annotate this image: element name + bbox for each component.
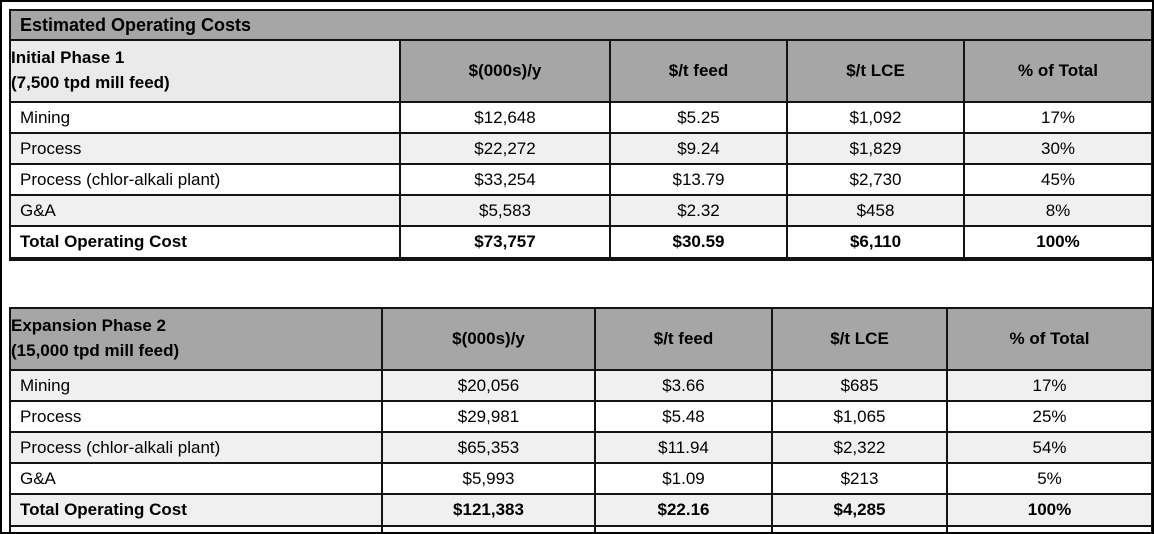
value-cell: $22.16	[596, 495, 773, 525]
row-label: G&A	[11, 196, 401, 225]
value-cell: $1.09	[596, 464, 773, 493]
value-cell: $3.66	[596, 371, 773, 400]
value-cell: $5,993	[383, 464, 596, 493]
phase2-feed-rate: (15,000 tpd mill feed)	[11, 341, 180, 360]
row-label: Total Operating Cost	[11, 227, 401, 257]
phase1-name: Initial Phase 1	[11, 48, 125, 68]
value-cell: $1,065	[773, 402, 948, 431]
stub-cell	[11, 527, 383, 532]
value-cell: $9.24	[611, 134, 788, 163]
table-row-process-chlor-alkali: Process (chlor-alkali plant) $65,353 $11…	[11, 433, 1151, 464]
value-cell: $685	[773, 371, 948, 400]
row-label: Process (chlor-alkali plant)	[11, 433, 383, 462]
value-cell: $1,829	[788, 134, 965, 163]
value-cell: 54%	[1032, 437, 1067, 457]
value-cell: 45%	[1040, 169, 1076, 189]
table-title: Estimated Operating Costs	[11, 11, 1151, 41]
column-header-per-t-lce: $/t LCE	[773, 309, 948, 369]
row-label: Mining	[11, 371, 383, 400]
column-header-per-t-lce: $/t LCE	[788, 41, 965, 101]
operating-costs-table-phase1: Estimated Operating Costs Initial Phase …	[9, 9, 1152, 261]
value-cell: $20,056	[383, 371, 596, 400]
table-row-process-chlor-alkali: Process (chlor-alkali plant) $33,254 $13…	[11, 165, 1151, 196]
table-row-mining: Mining $12,648 $5.25 $1,092 17%	[11, 103, 1151, 134]
phase1-header-cell: Initial Phase 1 (7,500 tpd mill feed)	[11, 41, 401, 101]
header-row-phase2: Expansion Phase 2 (15,000 tpd mill feed)…	[11, 309, 1151, 371]
table-row-total-operating-cost: Total Operating Cost $73,757 $30.59 $6,1…	[11, 227, 1151, 259]
stub-cell	[773, 527, 948, 532]
value-cell: $65,353	[383, 433, 596, 462]
value-cell: $458	[788, 196, 965, 225]
row-label: Process	[11, 402, 383, 431]
table-row-mining: Mining $20,056 $3.66 $685 17%	[11, 371, 1151, 402]
phase2-header-cell: Expansion Phase 2 (15,000 tpd mill feed)	[11, 309, 383, 369]
column-header-per-t-feed: $/t feed	[611, 41, 788, 101]
value-cell: 5%	[1037, 468, 1062, 488]
value-cell: $6,110	[788, 227, 965, 257]
value-cell: $29,981	[383, 402, 596, 431]
value-cell: $5,583	[401, 196, 611, 225]
table-row-ga: G&A $5,583 $2.32 $458 8%	[11, 196, 1151, 227]
operating-costs-table-phase2: Expansion Phase 2 (15,000 tpd mill feed)…	[9, 307, 1152, 532]
value-cell: 8%	[1045, 200, 1071, 220]
value-cell: $121,383	[383, 495, 596, 525]
value-cell: $5.48	[596, 402, 773, 431]
value-cell: 17%	[1040, 107, 1076, 127]
value-cell: 100%	[1036, 232, 1080, 251]
value-cell: $1,092	[788, 103, 965, 132]
column-header-per-t-feed: $/t feed	[596, 309, 773, 369]
value-cell: $213	[773, 464, 948, 493]
value-cell: $4,285	[773, 495, 948, 525]
value-cell: $22,272	[401, 134, 611, 163]
value-cell: $12,648	[401, 103, 611, 132]
value-cell: $2,322	[773, 433, 948, 462]
value-cell: $11.94	[596, 433, 773, 462]
row-label: Mining	[11, 103, 401, 132]
value-cell: $73,757	[401, 227, 611, 257]
cropped-next-row-stub	[11, 527, 1151, 532]
column-header-pct-of-total: % of Total	[948, 309, 1151, 369]
value-cell: 30%	[1040, 138, 1076, 158]
phase1-feed-rate: (7,500 tpd mill feed)	[11, 73, 170, 92]
stub-cell	[596, 527, 773, 532]
value-cell: $2.32	[611, 196, 788, 225]
value-cell: $5.25	[611, 103, 788, 132]
header-row-phase1: Initial Phase 1 (7,500 tpd mill feed) $(…	[11, 41, 1151, 103]
stub-cell	[948, 527, 1151, 532]
stub-cell	[383, 527, 596, 532]
value-cell: $30.59	[611, 227, 788, 257]
phase2-name: Expansion Phase 2	[11, 316, 166, 336]
table-row-ga: G&A $5,993 $1.09 $213 5%	[11, 464, 1151, 495]
value-cell: $2,730	[788, 165, 965, 194]
row-label: G&A	[11, 464, 383, 493]
column-header-000s-per-year: $(000s)/y	[383, 309, 596, 369]
column-header-000s-per-year: $(000s)/y	[401, 41, 611, 101]
column-header-pct-of-total: % of Total	[965, 41, 1151, 101]
value-cell: 100%	[1027, 500, 1072, 519]
value-cell: 25%	[1032, 406, 1067, 426]
value-cell: $13.79	[611, 165, 788, 194]
table-row-total-operating-cost: Total Operating Cost $121,383 $22.16 $4,…	[11, 495, 1151, 527]
table-row-process: Process $22,272 $9.24 $1,829 30%	[11, 134, 1151, 165]
row-label: Total Operating Cost	[11, 495, 383, 525]
value-cell: $33,254	[401, 165, 611, 194]
row-label: Process	[11, 134, 401, 163]
table-row-process: Process $29,981 $5.48 $1,065 25%	[11, 402, 1151, 433]
row-label: Process (chlor-alkali plant)	[11, 165, 401, 194]
value-cell: 17%	[1032, 375, 1067, 395]
